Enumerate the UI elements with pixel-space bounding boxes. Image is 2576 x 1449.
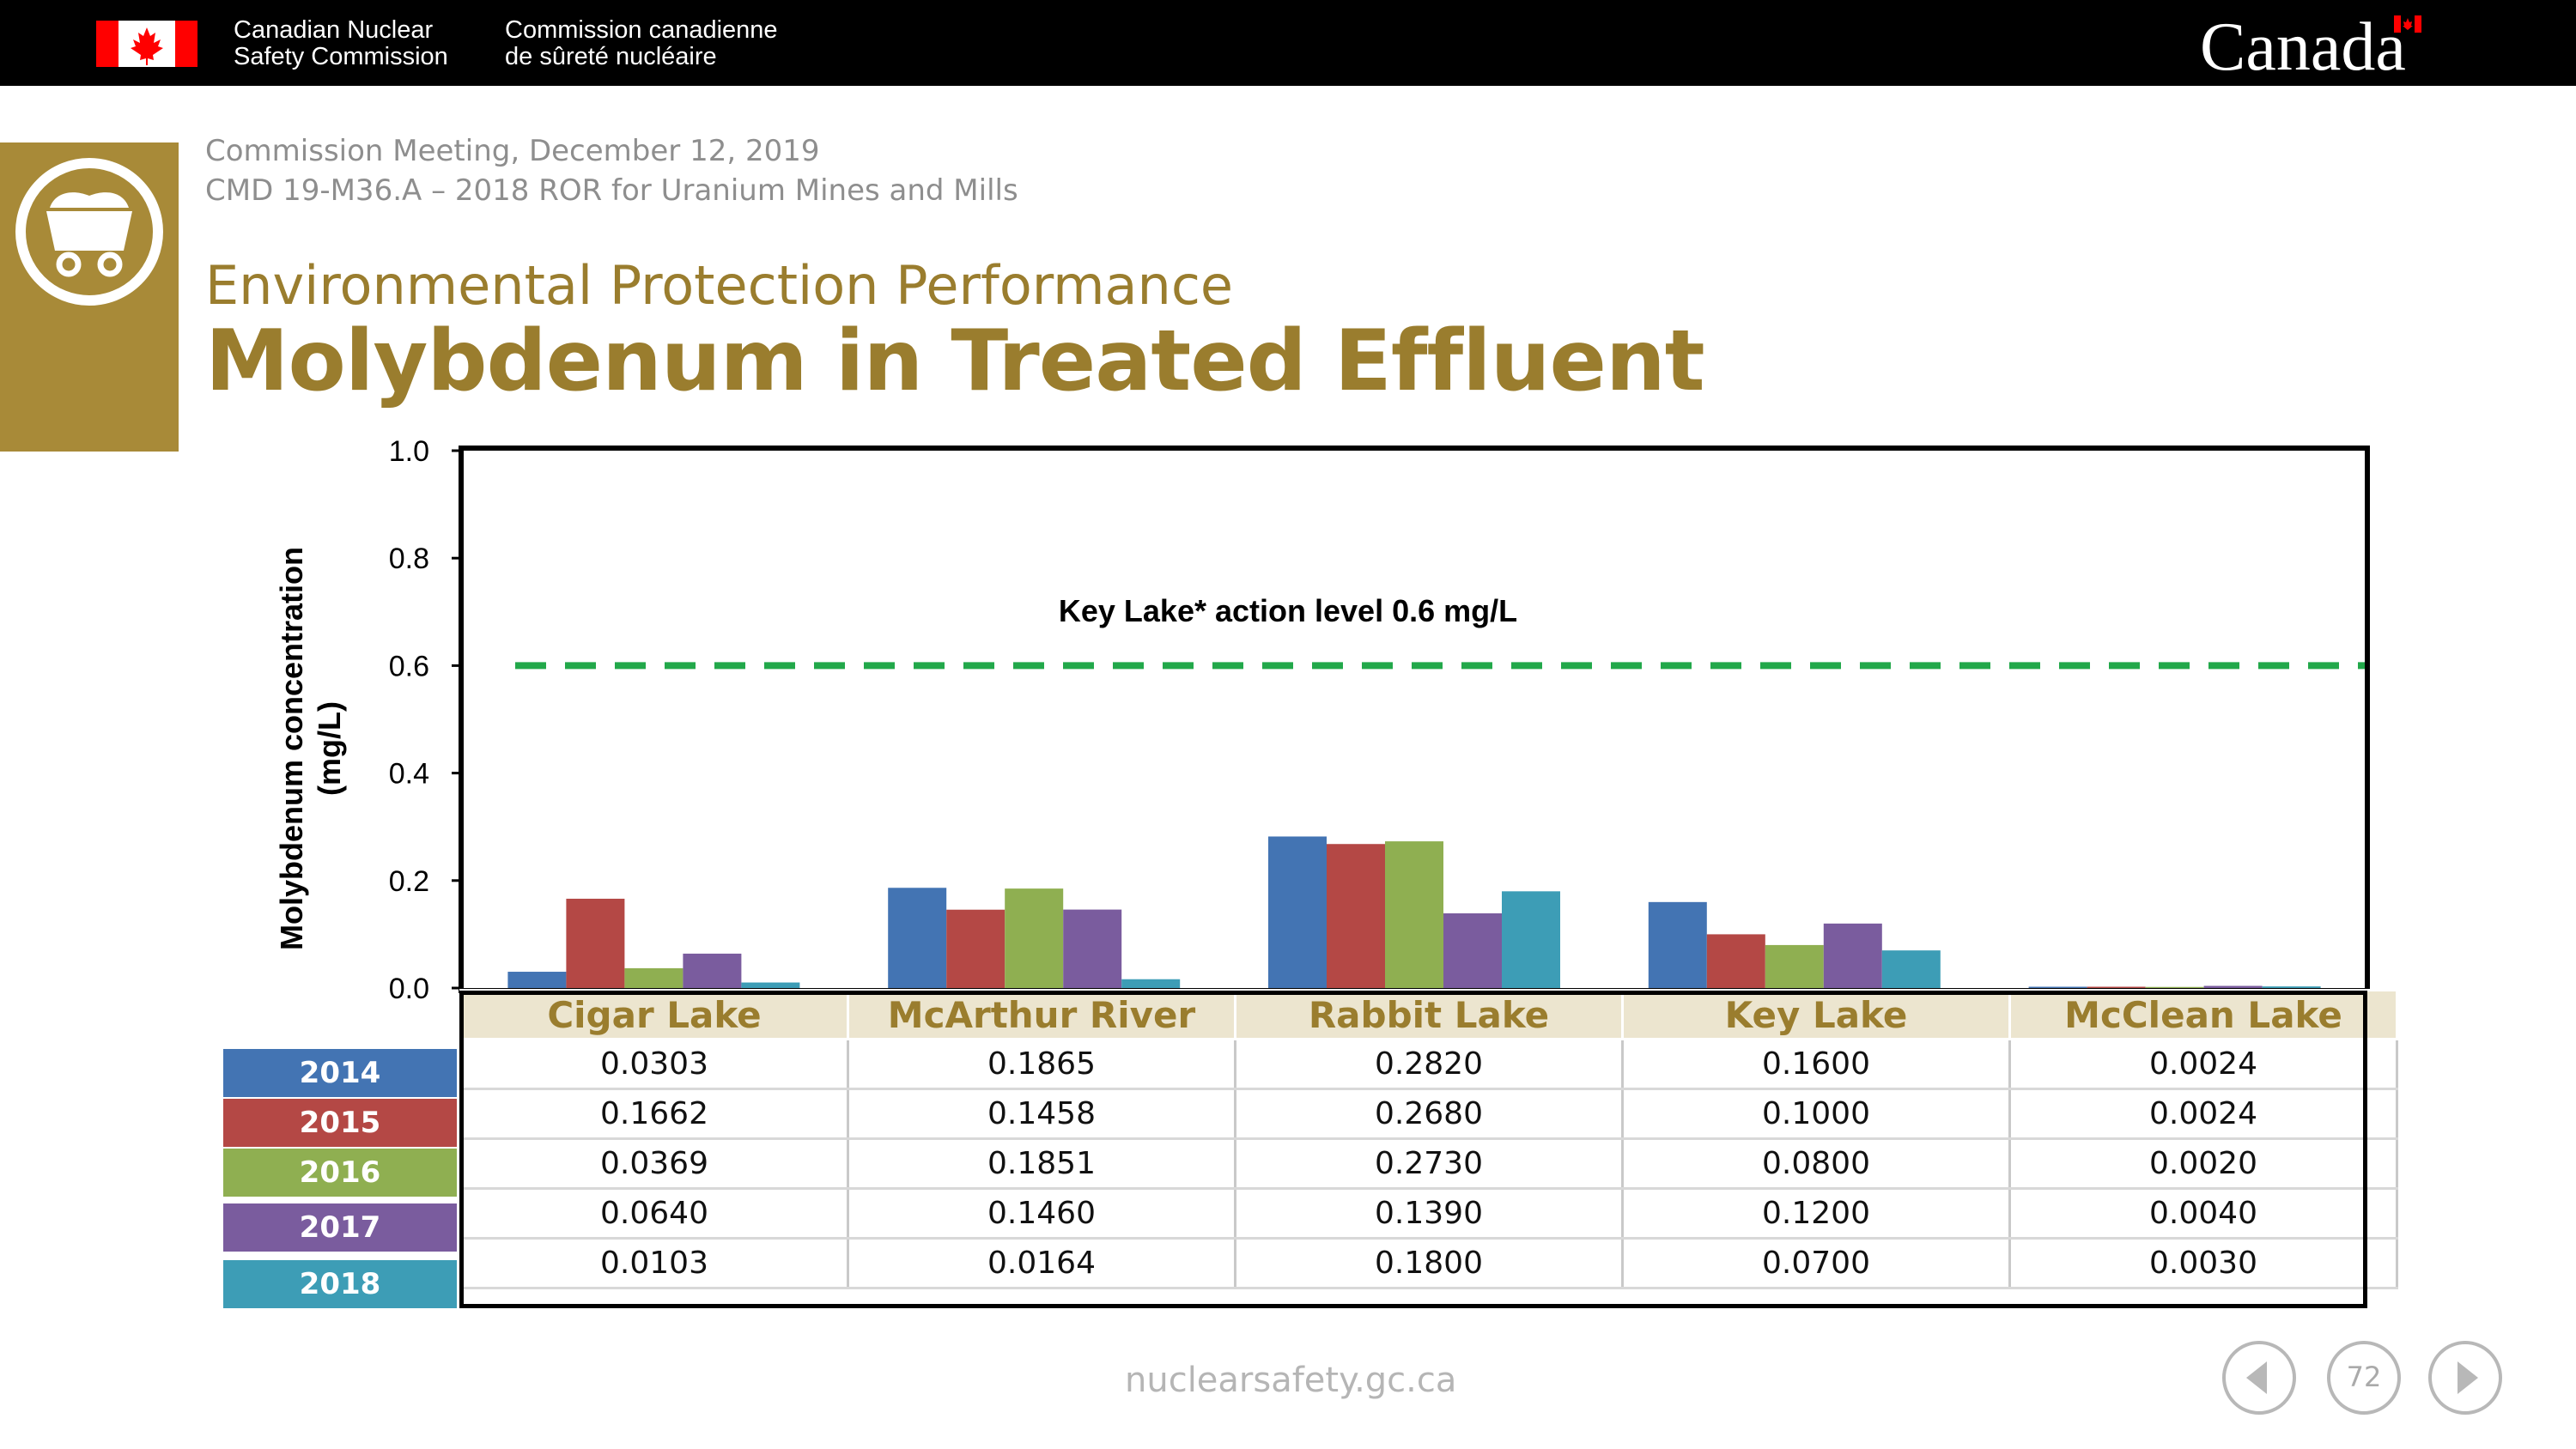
table-cell: 0.1458: [847, 1088, 1236, 1140]
bar-rabbit-lake-2014: [1268, 836, 1327, 988]
agency-name-english: Canadian Nuclear Safety Commission: [234, 16, 448, 70]
legend-year-2017: 2017: [223, 1203, 457, 1252]
table-cell: 0.0020: [2008, 1138, 2398, 1190]
table-cell: 0.0164: [847, 1238, 1236, 1289]
bar-mcarthur-river-2018: [1121, 979, 1181, 988]
table-cell: 0.1390: [1234, 1188, 1624, 1240]
bar-mcclean-lake-2017: [2203, 985, 2263, 988]
table-cell: 0.2730: [1234, 1138, 1624, 1190]
y-tick-label: 0.8: [389, 543, 429, 575]
table-header-mcarthur-river: McArthur River: [847, 989, 1236, 1040]
slide-subtitle: Environmental Protection Performance: [205, 254, 1234, 317]
bar-rabbit-lake-2015: [1327, 844, 1385, 988]
bar-rabbit-lake-2018: [1502, 891, 1560, 988]
slide-title: Molybdenum in Treated Effluent: [205, 312, 1705, 410]
footer-url[interactable]: nuclearsafety.gc.ca: [1125, 1361, 1457, 1400]
bar-cigar-lake-2016: [624, 967, 683, 988]
y-tick-label: 0.6: [389, 650, 429, 682]
legend-year-2018: 2018: [223, 1260, 457, 1308]
bar-cigar-lake-2014: [507, 972, 567, 988]
bar-mcclean-lake-2014: [2028, 986, 2087, 988]
data-table: Cigar Lake McArthur River Rabbit Lake Key L…: [459, 989, 2398, 1289]
bar-mcarthur-river-2015: [946, 909, 1005, 988]
agency-name-french: Commission canadienne de sûreté nucléair…: [505, 16, 778, 70]
canada-wordmark: Canada: [2200, 9, 2406, 85]
table-cell: 0.1865: [847, 1039, 1236, 1090]
table-row: 0.1662 0.1458 0.2680 0.1000 0.0024: [459, 1088, 2398, 1140]
table-cell: 0.2680: [1234, 1088, 1624, 1140]
table-header-rabbit-lake: Rabbit Lake: [1234, 989, 1624, 1040]
table-header-key-lake: Key Lake: [1621, 989, 2011, 1040]
y-tick-label: 1.0: [389, 435, 429, 468]
table-cell: 0.1200: [1621, 1188, 2011, 1240]
chevron-right-icon: [2458, 1361, 2478, 1394]
wordmark-flag-icon: [2394, 15, 2421, 33]
page-number: 72: [2327, 1341, 2401, 1415]
table-cell: 0.1851: [847, 1138, 1236, 1190]
previous-slide-button[interactable]: [2222, 1341, 2296, 1415]
bar-cigar-lake-2018: [741, 982, 800, 988]
table-cell: 0.0640: [459, 1188, 849, 1240]
bar-key-lake-2014: [1648, 901, 1707, 988]
meeting-line: Commission Meeting, December 12, 2019: [205, 134, 820, 168]
table-cell: 0.1000: [1621, 1088, 2011, 1140]
table-cell: 0.1600: [1621, 1039, 2011, 1090]
table-cell: 0.0303: [459, 1039, 849, 1090]
table-cell: 0.0024: [2008, 1088, 2398, 1140]
next-slide-button[interactable]: [2428, 1341, 2502, 1415]
bar-mcclean-lake-2018: [2262, 986, 2321, 988]
canada-flag-icon: [96, 21, 197, 67]
bar-mcclean-lake-2016: [2145, 986, 2204, 988]
y-tick-label: 0.4: [389, 758, 429, 791]
bar-rabbit-lake-2016: [1385, 841, 1443, 988]
table-cell: 0.1662: [459, 1088, 849, 1140]
bar-mcclean-lake-2015: [2087, 986, 2146, 988]
y-tick-label: 0.0: [389, 973, 429, 1005]
chevron-left-icon: [2246, 1361, 2267, 1394]
legend-year-2015: 2015: [223, 1099, 457, 1147]
bar-key-lake-2015: [1706, 934, 1765, 988]
bar-key-lake-2017: [1823, 923, 1882, 988]
bar-mcarthur-river-2017: [1063, 909, 1122, 988]
bar-mcarthur-river-2016: [1005, 888, 1064, 988]
table-cell: 0.0800: [1621, 1138, 2011, 1190]
y-axis-title: Molybdenum concentration (mg/L): [274, 547, 347, 950]
y-axis-title-line-1: Molybdenum concentration: [274, 547, 309, 950]
bar-cigar-lake-2015: [566, 898, 625, 988]
bar-key-lake-2016: [1765, 944, 1824, 988]
table-row: 0.0103 0.0164 0.1800 0.0700 0.0030: [459, 1238, 2398, 1289]
bar-rabbit-lake-2017: [1443, 912, 1502, 988]
y-tick-label: 0.2: [389, 865, 429, 898]
mine-cart-icon: [15, 158, 163, 306]
table-row: 0.0303 0.1865 0.2820 0.1600 0.0024: [459, 1039, 2398, 1090]
table-cell: 0.2820: [1234, 1039, 1624, 1090]
action-level-label: Key Lake* action level 0.6 mg/L: [1059, 593, 1517, 628]
cmd-line: CMD 19-M36.A – 2018 ROR for Uranium Mine…: [205, 173, 1018, 208]
bar-key-lake-2018: [1881, 950, 1941, 988]
table-cell: 0.0369: [459, 1138, 849, 1190]
legend-year-2014: 2014: [223, 1049, 457, 1097]
table-cell: 0.0030: [2008, 1238, 2398, 1289]
table-header-mcclean-lake: McClean Lake: [2008, 989, 2398, 1040]
table-row: 0.0640 0.1460 0.1390 0.1200 0.0040: [459, 1188, 2398, 1240]
bar-cigar-lake-2017: [683, 953, 742, 988]
legend-year-2016: 2016: [223, 1149, 457, 1197]
table-cell: 0.1460: [847, 1188, 1236, 1240]
y-axis-title-line-2: (mg/L): [312, 701, 347, 796]
plot-area-frame: [459, 446, 2370, 993]
header-bar: [0, 0, 2576, 86]
table-header-cigar-lake: Cigar Lake: [459, 989, 849, 1040]
table-cell: 0.0103: [459, 1238, 849, 1289]
bar-mcarthur-river-2014: [888, 888, 947, 988]
table-cell: 0.1800: [1234, 1238, 1624, 1289]
table-cell: 0.0040: [2008, 1188, 2398, 1240]
table-cell: 0.0024: [2008, 1039, 2398, 1090]
table-cell: 0.0700: [1621, 1238, 2011, 1289]
table-row: 0.0369 0.1851 0.2730 0.0800 0.0020: [459, 1138, 2398, 1190]
